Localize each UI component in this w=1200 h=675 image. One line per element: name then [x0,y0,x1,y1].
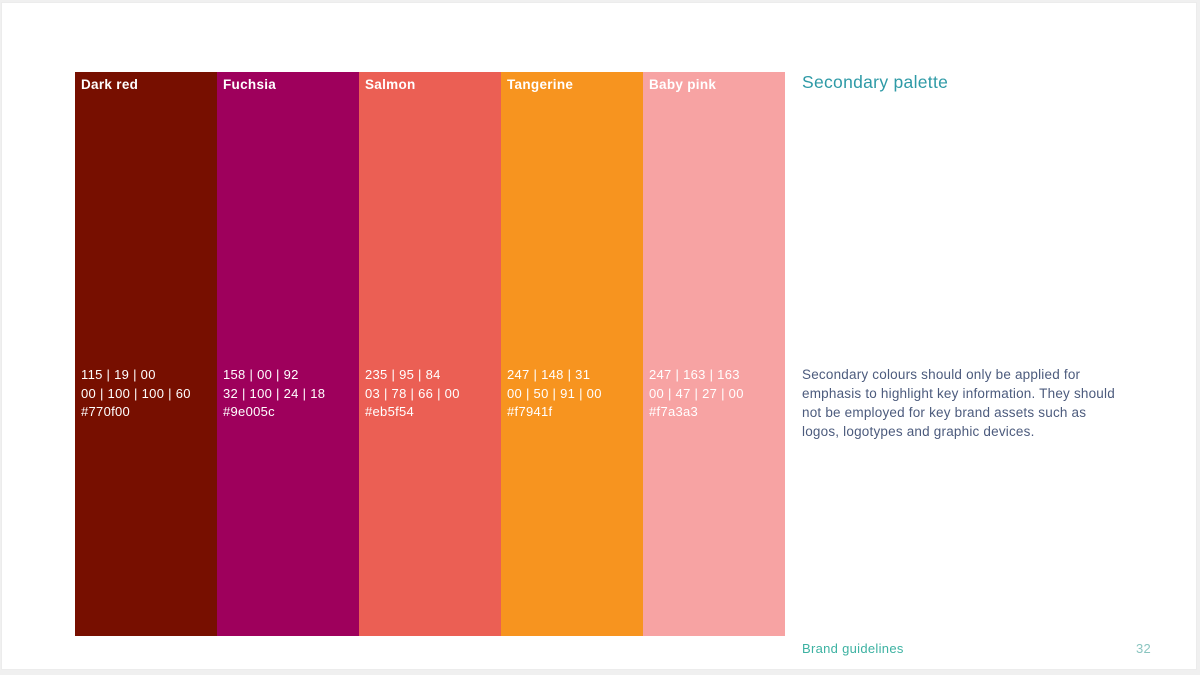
swatch-baby-pink: Baby pink 247 | 163 | 163 00 | 47 | 27 |… [643,72,785,636]
swatch-cmyk-value: 00 | 47 | 27 | 00 [649,385,744,401]
swatch-rgb-value: 247 | 148 | 31 [507,367,591,382]
swatch-values: 235 | 95 | 84 03 | 78 | 66 | 00 #eb5f54 [365,366,460,422]
page-number: 32 [1135,641,1151,656]
swatch-name: Dark red [81,77,139,92]
swatch-hex-value: #f7a3a3 [649,404,699,419]
swatch-cmyk-value: 03 | 78 | 66 | 00 [365,385,460,401]
swatch-hex-value: #9e005c [223,404,275,419]
swatch-rgb-value: 158 | 00 | 92 [223,367,299,382]
swatch-rgb-value: 247 | 163 | 163 [649,367,740,382]
swatch-values: 247 | 148 | 31 00 | 50 | 91 | 00 #f7941f [507,366,602,422]
swatch-cmyk-value: 00 | 100 | 100 | 60 [81,385,191,401]
body-paragraph: Secondary colours should only be applied… [802,367,1115,439]
swatch-name: Salmon [365,77,416,92]
swatch-name: Fuchsia [223,77,277,92]
swatch-values: 158 | 00 | 92 32 | 100 | 24 | 18 #9e005c [223,366,325,422]
page-title: Secondary palette [802,72,949,92]
swatch-hex-value: #f7941f [507,404,553,419]
swatch-cmyk-value: 00 | 50 | 91 | 00 [507,385,602,401]
swatch-values: 247 | 163 | 163 00 | 47 | 27 | 00 #f7a3a… [649,366,744,422]
swatch-tangerine: Tangerine 247 | 148 | 31 00 | 50 | 91 | … [501,72,643,636]
swatch-hex-value: #770f00 [81,404,131,419]
swatch-values: 115 | 19 | 00 00 | 100 | 100 | 60 #770f0… [81,366,191,422]
swatch-rgb-value: 115 | 19 | 00 [81,367,156,382]
swatch-dark-red: Dark red 115 | 19 | 00 00 | 100 | 100 | … [75,72,217,636]
swatch-salmon: Salmon 235 | 95 | 84 03 | 78 | 66 | 00 #… [359,72,501,636]
swatch-name: Tangerine [507,77,574,92]
swatch-name: Baby pink [649,77,717,92]
footer: Brand guidelines 32 [802,641,1151,656]
swatch-fuchsia: Fuchsia 158 | 00 | 92 32 | 100 | 24 | 18… [217,72,359,636]
footer-document-title: Brand guidelines [802,641,904,656]
swatch-hex-value: #eb5f54 [365,404,415,419]
swatch-rgb-value: 235 | 95 | 84 [365,367,441,382]
swatch-cmyk-value: 32 | 100 | 24 | 18 [223,385,326,401]
secondary-palette-swatches: Dark red 115 | 19 | 00 00 | 100 | 100 | … [75,72,785,636]
